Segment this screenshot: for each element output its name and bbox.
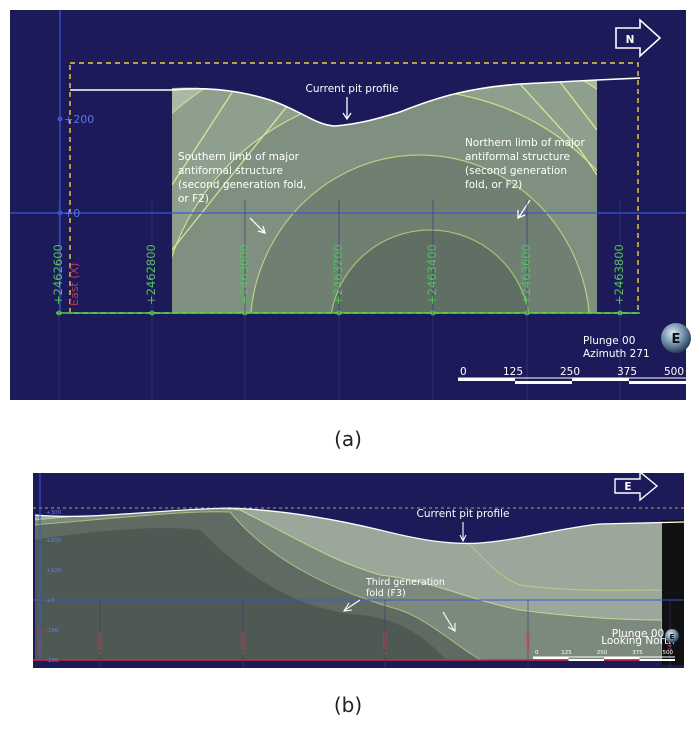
scale-segment — [604, 657, 640, 659]
annotation-line: fold, or F2) — [465, 179, 522, 191]
x-label: +2463200 — [331, 244, 345, 305]
x-label: +2463800 — [612, 244, 626, 305]
scale-label: 375 — [617, 366, 637, 378]
orientation-ball-label: E — [672, 332, 681, 347]
scale-label: 125 — [561, 650, 572, 656]
annotation-line: or F2) — [178, 193, 209, 205]
annotation-line: fold (F3) — [366, 588, 406, 599]
scale-label: 0 — [535, 650, 539, 656]
scale-segment — [569, 659, 605, 661]
caption: (a) — [334, 427, 362, 451]
x-label: +2463400 — [425, 244, 439, 305]
scale-segment — [458, 378, 515, 381]
x-label: +242500 — [98, 632, 104, 655]
scale-label: 125 — [503, 366, 523, 378]
scale-segment — [640, 659, 676, 661]
scale-label: 250 — [597, 650, 608, 656]
x-label: +244000 — [526, 632, 532, 655]
y-label: -200 — [46, 658, 59, 664]
y-label: +300 — [46, 510, 62, 516]
y-label: +0 — [46, 598, 55, 604]
plunge-label: Plunge 00 — [583, 335, 635, 347]
y-label: +200 — [46, 538, 62, 544]
pit-label: Current pit profile — [417, 508, 510, 520]
caption: (b) — [334, 693, 362, 717]
y-label: +100 — [46, 568, 62, 574]
panel-b: E Current pit profile Third generationfo… — [33, 472, 684, 670]
x-label: +2462600 — [51, 244, 65, 305]
y-label: +200 — [64, 113, 94, 126]
scale-label: 375 — [632, 650, 643, 656]
annotation-line: antiformal structure — [465, 151, 570, 163]
y-label: -100 — [46, 628, 59, 634]
x-label: +2462800 — [144, 244, 158, 305]
axis-label: East (X) — [68, 263, 81, 306]
x-label: +243000 — [241, 632, 247, 655]
scale-label: 0 — [460, 366, 467, 378]
scale-segment — [533, 657, 569, 659]
compass-label: E — [624, 481, 631, 493]
scale-segment — [572, 378, 629, 381]
annotation-line: Third generation — [365, 577, 445, 588]
pit-label: Current pit profile — [306, 83, 399, 95]
annotation-line: (second generation fold, — [178, 179, 306, 191]
x-label: +243500 — [383, 632, 389, 655]
scale-label: 500 — [663, 650, 674, 656]
axis-label: North (Y) — [37, 628, 44, 655]
tick-dot — [58, 211, 63, 216]
scale-label: 500 — [664, 366, 684, 378]
orientation-ball-label: E — [670, 633, 675, 641]
compass-label: N — [626, 34, 635, 46]
y-label: +0 — [64, 207, 80, 220]
figure: N Current pit profile Southern limb of m… — [0, 0, 696, 747]
scale-label: 250 — [560, 366, 580, 378]
annotation-line: antiformal structure — [178, 165, 283, 177]
annotation-line: Northern limb of major — [465, 137, 585, 149]
tick-dot — [58, 117, 63, 122]
x-label: +2463000 — [237, 244, 251, 305]
annotation-line: Southern limb of major — [178, 151, 300, 163]
scale-segment — [515, 381, 572, 384]
view-label: Looking North — [601, 635, 675, 647]
scale-segment — [629, 381, 686, 384]
annotation-line: (second generation — [465, 165, 567, 177]
azimuth-label: Azimuth 271 — [583, 348, 650, 360]
x-label: +2463600 — [519, 244, 533, 305]
